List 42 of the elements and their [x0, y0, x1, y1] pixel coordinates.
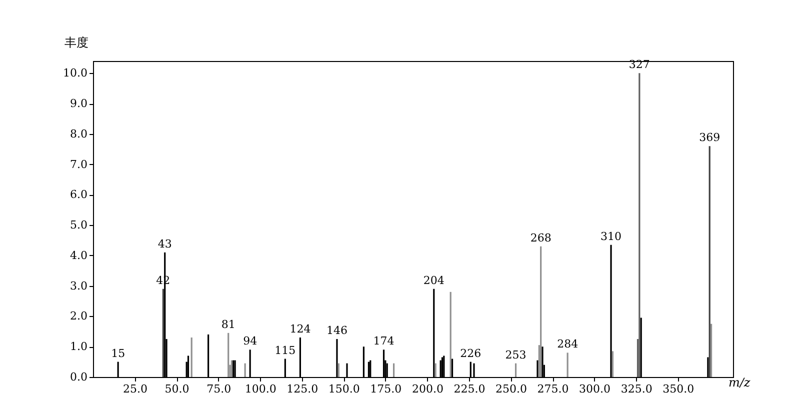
- y-tick-label: 8.0: [70, 127, 88, 140]
- y-tick-label: 2.0: [70, 310, 88, 323]
- annotation: 369: [699, 131, 720, 144]
- x-tick-label: 250.0: [496, 382, 528, 396]
- y-tick-label: 0.0: [70, 370, 88, 384]
- x-tick-label: 225.0: [454, 382, 486, 396]
- annotation: 81: [221, 318, 236, 331]
- annotation: 174: [373, 334, 394, 348]
- annotation: 15: [111, 346, 126, 360]
- annotation: 115: [274, 344, 296, 357]
- y-tick-label: 9.0: [70, 97, 88, 110]
- x-tick-label: 75.0: [206, 382, 232, 396]
- x-tick-label: 25.0: [123, 382, 148, 396]
- annotation: 310: [600, 230, 622, 243]
- y-tick-label: 5.0: [70, 218, 88, 232]
- x-tick-label: 175.0: [370, 382, 402, 396]
- x-tick-label: 325.0: [620, 382, 652, 396]
- y-tick-label: 7.0: [70, 158, 88, 171]
- x-tick-label: 150.0: [328, 382, 360, 396]
- x-tick-label: 350.0: [662, 382, 694, 396]
- annotation: 94: [243, 334, 258, 348]
- x-tick-label: 300.0: [579, 382, 611, 396]
- x-axis-title: m/z: [728, 376, 751, 390]
- x-tick-label: 100.0: [244, 382, 276, 396]
- annotation: 43: [158, 237, 172, 250]
- y-tick-label: 3.0: [70, 279, 88, 292]
- annotation: 124: [290, 322, 311, 336]
- annotation: 253: [505, 348, 526, 362]
- annotation: 146: [326, 324, 348, 338]
- annotation: 284: [557, 338, 578, 351]
- x-tick-label: 50.0: [164, 382, 190, 396]
- y-tick-label: 6.0: [70, 188, 88, 202]
- annotation: 204: [423, 274, 444, 287]
- annotation: 226: [460, 346, 482, 360]
- x-tick-label: 200.0: [412, 382, 444, 396]
- y-tick-label: 10.0: [63, 66, 88, 80]
- x-tick-label: 125.0: [286, 382, 318, 396]
- x-tick-label: 275.0: [537, 382, 569, 396]
- y-tick-label: 4.0: [70, 248, 88, 262]
- y-axis-title: 丰度: [64, 36, 88, 50]
- annotation: 268: [530, 231, 552, 244]
- y-tick-label: 1.0: [70, 340, 88, 354]
